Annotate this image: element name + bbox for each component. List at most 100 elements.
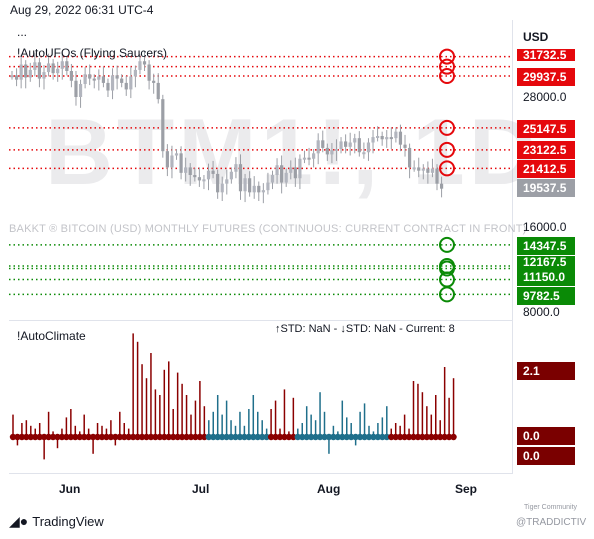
candle-body (115, 75, 119, 79)
candle-body (74, 80, 78, 97)
climate-zero-dot (54, 433, 61, 441)
oscillator-axis[interactable]: 2.1 0.0 0.0 (513, 321, 594, 473)
candle-body (92, 78, 96, 81)
price-chart-canvas[interactable] (9, 20, 512, 320)
climate-zero-dot (290, 433, 297, 441)
climate-zero-dot (343, 433, 350, 441)
climate-zero-dot (285, 433, 293, 441)
climate-zero-dot (36, 433, 43, 441)
candle-body (275, 165, 279, 175)
candle-body (417, 167, 421, 171)
candle-body (385, 137, 389, 140)
climate-zero-dot (245, 433, 253, 441)
oscillator-canvas[interactable] (9, 321, 512, 473)
candle-body (376, 136, 380, 138)
candle-body (339, 141, 343, 149)
candle-body (120, 78, 124, 83)
climate-zero-dot (58, 433, 66, 441)
std-readout: ↑STD: NaN - ↓STD: NaN - Current: 8 (275, 323, 455, 335)
climate-zero-dot (121, 433, 128, 441)
candle-body (403, 144, 407, 148)
climate-zero-dot (423, 433, 431, 441)
climate-zero-dot (445, 433, 453, 441)
climate-zero-dot (437, 433, 444, 441)
climate-zero-dot (45, 433, 52, 441)
candle-body (344, 141, 348, 147)
candle-body (298, 158, 302, 179)
ufo-marker-green (439, 260, 455, 277)
climate-zero-dot (40, 433, 48, 441)
indicator-label-ufos[interactable]: !AutoUFOs (Flying Saucers) (17, 46, 168, 60)
climate-zero-dot (103, 433, 110, 441)
price-tag-red: 29937.5 (517, 68, 575, 86)
tradingview-logo[interactable]: ◢● TradingView (9, 513, 104, 530)
climate-zero-dot (316, 433, 324, 441)
candle-body (216, 173, 220, 193)
candle-body (398, 131, 403, 145)
climate-zero-dot (9, 433, 17, 441)
candle-body (234, 164, 238, 172)
candle-body (316, 140, 320, 154)
candle-body (261, 190, 265, 193)
candle-body (289, 167, 293, 173)
candle-body (19, 64, 23, 80)
candle-body (69, 71, 74, 81)
candle-body (197, 177, 201, 181)
climate-zero-dot (330, 433, 337, 441)
climate-zero-dot (67, 433, 75, 441)
candle-body (88, 74, 92, 79)
climate-zero-dot (325, 433, 333, 441)
climate-zero-dot (116, 433, 124, 441)
price-axis[interactable]: USD 28000.0 16000.0 8000.0 31732.5 29937… (513, 20, 594, 320)
time-label-jun: Jun (59, 482, 81, 496)
ufo-marker-red (439, 141, 455, 158)
climate-zero-dot (170, 433, 177, 441)
candle-body (353, 138, 357, 143)
climate-zero-dot (183, 433, 190, 441)
climate-zero-dot (18, 433, 26, 441)
candle-body (124, 82, 128, 90)
candle-body (46, 63, 51, 73)
candle-body (225, 179, 229, 184)
price-tag-red: 21412.5 (517, 160, 575, 178)
climate-zero-dot (223, 433, 230, 441)
osc-tag-lower: 0.0 (517, 447, 575, 465)
climate-zero-dot (356, 433, 364, 441)
candle-body (65, 61, 69, 71)
candle-body (60, 61, 64, 69)
climate-zero-dot (72, 433, 79, 441)
candle-body (252, 185, 256, 193)
candle-body (334, 149, 339, 151)
climate-zero-dot (192, 433, 199, 441)
climate-zero-dot (276, 433, 284, 441)
climate-zero-dot (165, 433, 172, 441)
last-price-tag: 19537.5 (517, 179, 575, 197)
climate-zero-dot (401, 433, 408, 441)
candle-body (51, 63, 55, 74)
candle-body (24, 64, 28, 78)
tradingview-logo-icon: ◢● (9, 513, 29, 529)
climate-zero-dot (23, 433, 30, 441)
credit-handle: @TRADDICTIV (516, 517, 587, 528)
oscillator-pane[interactable]: !AutoClimate (9, 321, 513, 474)
climate-zero-dot (374, 433, 382, 441)
climate-zero-dot (441, 433, 448, 441)
climate-zero-dot (232, 433, 239, 441)
climate-zero-dot (107, 433, 115, 441)
candle-body (257, 185, 261, 193)
time-axis[interactable]: Jun Jul Aug Sep (9, 474, 512, 502)
indicator-label-autoclimate[interactable]: !AutoClimate (17, 329, 86, 343)
climate-zero-dot (85, 433, 92, 441)
climate-zero-dot (236, 433, 244, 441)
ufo-marker-red (439, 160, 455, 177)
candle-body (426, 168, 430, 173)
climate-zero-dot (205, 433, 212, 441)
brand-name: TradingView (32, 514, 104, 529)
climate-zero-dot (89, 433, 97, 441)
candle-body (179, 153, 183, 173)
candle-body (312, 153, 316, 159)
candle-body (248, 178, 252, 193)
main-chart-pane[interactable]: BTM1!, 1D BAKKT ® BITCOIN (USD) MONTHLY … (9, 20, 537, 321)
climate-zero-dot (259, 433, 266, 441)
indicator-menu-icon[interactable]: ... (17, 25, 28, 39)
